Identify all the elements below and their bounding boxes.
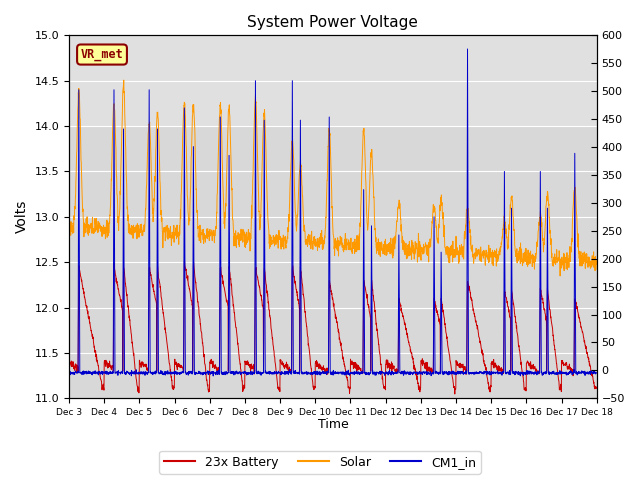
Legend: 23x Battery, Solar, CM1_in: 23x Battery, Solar, CM1_in (159, 451, 481, 474)
Text: VR_met: VR_met (81, 48, 124, 61)
Title: System Power Voltage: System Power Voltage (248, 15, 419, 30)
X-axis label: Time: Time (317, 419, 348, 432)
Y-axis label: Volts: Volts (15, 200, 29, 233)
Bar (69, 36, 596, 126)
